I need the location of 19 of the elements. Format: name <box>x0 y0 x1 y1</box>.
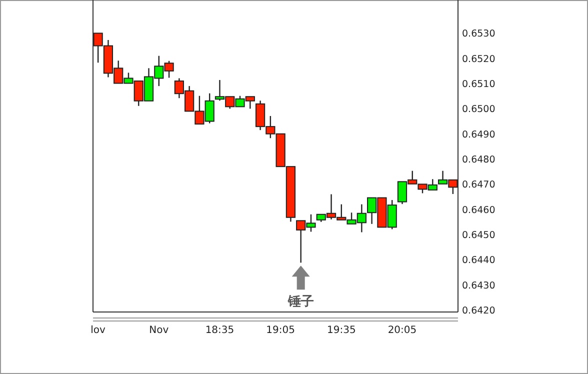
y-tick-label: 0.6520 <box>462 54 496 65</box>
x-tick-label: 19:05 <box>266 325 295 336</box>
y-tick-label: 0.6530 <box>462 28 496 40</box>
y-tick-label: 0.6480 <box>462 154 496 166</box>
y-tick-label: 0.6470 <box>462 180 496 191</box>
y-tick-label: 0.6500 <box>462 104 496 116</box>
y-tick-label: 0.6450 <box>462 230 496 242</box>
x-tick-label: 20:05 <box>388 325 417 336</box>
x-tick-label: Nov <box>149 325 169 336</box>
annotation: 锤子 <box>286 294 314 310</box>
x-tick-label: 18:35 <box>205 325 234 336</box>
y-tick-label: 0.6420 <box>462 305 496 316</box>
x-tick-label: lov <box>90 325 106 336</box>
y-tick-label: 0.6460 <box>462 204 496 216</box>
y-tick-label: 0.6510 <box>462 79 496 90</box>
y-tick-label: 0.6430 <box>462 280 496 292</box>
y-tick-label: 0.6490 <box>462 129 496 140</box>
y-tick-label: 0.6440 <box>462 255 496 266</box>
x-tick-label: 19:35 <box>326 325 356 336</box>
